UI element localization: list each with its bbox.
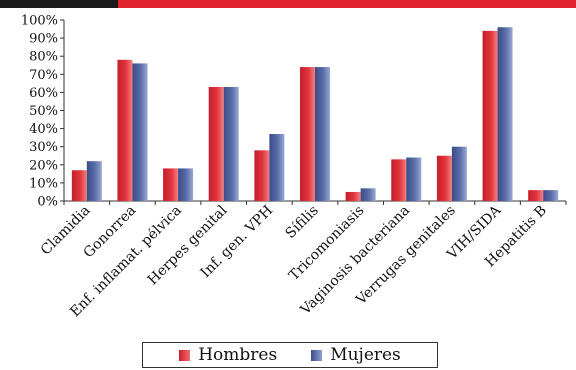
bar-mujeres	[360, 188, 376, 201]
bar-hombres	[300, 67, 315, 201]
y-tick-label: 100%	[21, 14, 58, 29]
legend-label-hombres: Hombres	[198, 345, 278, 365]
bar-hombres	[345, 191, 361, 201]
y-tick-label: 70%	[29, 68, 58, 83]
bar-mujeres	[223, 86, 239, 201]
header-strip-dark	[0, 0, 118, 8]
bar-hombres	[254, 150, 270, 201]
bar-mujeres	[315, 67, 330, 201]
y-tick-label: 40%	[29, 122, 58, 137]
bar-mujeres	[86, 161, 102, 201]
x-category-label: Herpes genital	[145, 202, 231, 288]
y-tick-label: 50%	[29, 104, 58, 119]
y-tick-label: 0%	[37, 195, 58, 210]
bar-hombres	[528, 190, 544, 201]
bar-mujeres	[497, 27, 513, 201]
legend-swatch-mujeres	[311, 349, 323, 361]
bar-hombres	[482, 30, 498, 201]
bar-mujeres	[178, 168, 194, 201]
x-category-label: Sífilis	[283, 203, 322, 242]
legend-label-mujeres: Mujeres	[330, 345, 401, 365]
bar-chart: 0%10%20%30%40%50%60%70%80%90%100%Clamidi…	[21, 14, 567, 320]
bar-hombres	[436, 155, 452, 201]
bar-hombres	[208, 86, 224, 201]
legend-swatch-hombres	[179, 349, 191, 361]
bar-mujeres	[132, 63, 148, 201]
y-tick-label: 10%	[29, 176, 58, 191]
bar-mujeres	[406, 157, 422, 201]
bar-hombres	[391, 159, 407, 201]
bar-hombres	[71, 170, 87, 201]
legend-item-mujeres: Mujeres	[311, 345, 401, 365]
bar-hombres	[163, 168, 179, 201]
header-accent-strip	[0, 0, 576, 8]
y-tick-label: 80%	[29, 50, 58, 65]
header-strip-red	[118, 0, 576, 8]
bar-hombres	[117, 59, 133, 201]
y-tick-label: 60%	[29, 86, 58, 101]
y-tick-label: 90%	[29, 32, 58, 47]
bar-mujeres	[451, 146, 467, 201]
y-tick-label: 20%	[29, 158, 58, 173]
legend-item-hombres: Hombres	[179, 345, 277, 365]
bar-mujeres	[269, 134, 285, 201]
chart-legend: Hombres Mujeres	[142, 342, 438, 368]
y-tick-label: 30%	[29, 140, 58, 155]
bar-mujeres	[543, 190, 559, 201]
